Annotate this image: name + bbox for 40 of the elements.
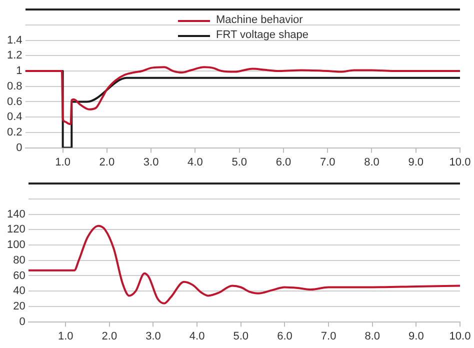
x-tick-label: 9.0 — [408, 156, 424, 168]
x-tick-label: 6.0 — [277, 330, 292, 342]
x-tick-label: 2.0 — [99, 156, 115, 168]
y-tick-label: 0.6 — [6, 96, 22, 108]
y-tick-label: 120 — [6, 224, 26, 236]
y-tick-label: 0.2 — [6, 126, 22, 138]
x-tick-label: 7.0 — [320, 330, 336, 342]
y-tick-label: 100 — [6, 239, 26, 252]
x-tick-label: 2.0 — [102, 330, 118, 342]
y-tick-label: 20 — [13, 300, 26, 312]
x-tick-label: 1.0 — [55, 156, 70, 168]
y-tick-label: 0.4 — [6, 111, 22, 124]
y-tick-label: 80 — [13, 254, 26, 266]
x-tick-label: 1.0 — [58, 330, 74, 342]
y-tick-label: 1.2 — [6, 50, 22, 62]
y-tick-label: 40 — [13, 285, 26, 298]
x-tick-label: 5.0 — [233, 330, 249, 342]
y-tick-label: 0.8 — [6, 80, 22, 92]
y-tick-label: 60 — [13, 270, 26, 282]
y-tick-label: 140 — [6, 208, 26, 220]
line-series — [28, 224, 460, 304]
y-tick-label: 0 — [19, 316, 26, 328]
x-tick-label: 10.0 — [449, 156, 471, 168]
x-tick-label: 8.0 — [364, 330, 380, 342]
line-series — [25, 66, 460, 125]
x-tick-label: 3.0 — [143, 156, 159, 168]
x-tick-label: 8.0 — [364, 156, 380, 168]
x-tick-label: 4.0 — [188, 156, 203, 168]
y-tick-label: 0 — [16, 142, 22, 154]
x-tick-label: 3.0 — [146, 330, 161, 342]
x-tick-label: 9.0 — [408, 330, 424, 342]
legend-label: Machine behavior — [216, 13, 303, 28]
y-tick-label: 1 — [16, 65, 22, 78]
x-tick-label: 5.0 — [232, 156, 247, 168]
x-tick-label: 6.0 — [276, 156, 292, 168]
y-tick-label: 1.4 — [6, 34, 22, 46]
legend-label: FRT voltage shape — [216, 28, 309, 43]
x-tick-label: 7.0 — [320, 156, 336, 168]
x-tick-label: 10.0 — [449, 330, 471, 342]
x-tick-label: 4.0 — [189, 330, 205, 342]
